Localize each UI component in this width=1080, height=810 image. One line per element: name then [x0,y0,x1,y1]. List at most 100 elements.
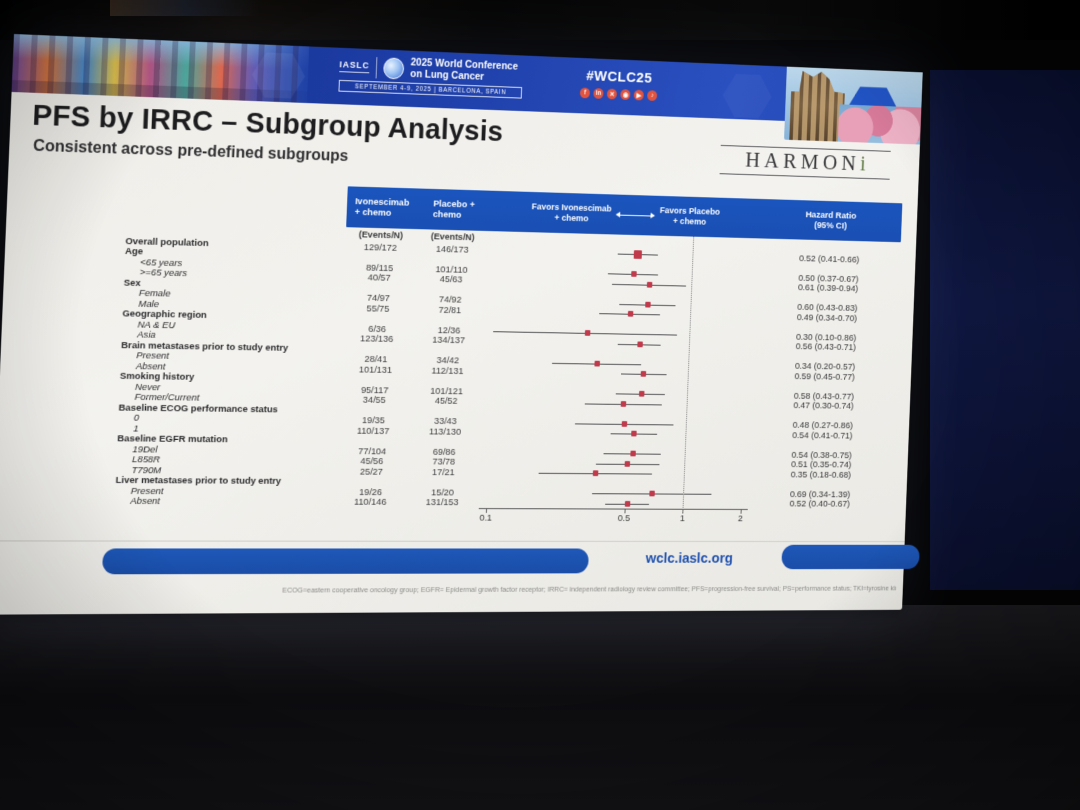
placebo-events: 72/81 [438,304,462,316]
ceiling-light-leak [110,0,260,16]
favors-header: Favors Ivonescimab + chemo Favors Placebo… [490,191,760,239]
placebo-events [411,350,485,351]
double-arrow-icon [616,214,655,217]
social-icons-row: f in ✕ ◉ ▶ ♪ [579,87,658,101]
placebo-events: 146/173 [435,243,469,256]
hr-marker [637,341,644,348]
ivonescimab-events [345,257,415,259]
hr-marker [638,391,645,397]
hazard-ratio-value [753,386,896,388]
hazard-ratio-value [750,445,893,446]
harmoni-study-logo: HARMONi [719,144,891,180]
placebo-events: 131/153 [425,497,459,509]
photo-collage [784,66,923,145]
x-icon: ✕ [606,88,618,100]
divider [375,56,378,79]
ivonescimab-events [340,380,410,381]
hr-marker [630,430,637,437]
hr-marker [640,371,647,377]
ivonescimab-events [342,318,412,319]
placebo-events [408,442,482,443]
footer-bar-left [101,548,589,575]
hr-marker [594,360,601,367]
instagram-icon: ◉ [620,89,631,100]
presentation-slide: IASLC 2025 World Conference on Lung Canc… [0,34,923,615]
hazard-ratio-value: 0.52 (0.40-0.67) [789,499,851,510]
favors-right-label: Favors Placebo + chemo [659,205,721,227]
hr-marker [620,400,626,407]
hexagon-outline-icon [722,72,773,121]
conference-url: wclc.iaslc.org [645,550,734,567]
row-label: Absent [130,496,161,508]
axis-tick-label: 0.1 [479,512,493,524]
label-column-header [117,179,348,227]
hr-marker [630,271,637,278]
ivonescimab-events: 110/137 [356,425,390,437]
axis-tick-label: 0.5 [617,513,631,524]
conference-logo-block: IASLC 2025 World Conference on Lung Canc… [338,55,570,101]
ivonescimab-events: 34/55 [362,395,386,407]
placebo-events: 17/21 [431,467,455,478]
conference-title: 2025 World Conference on Lung Cancer [410,56,519,83]
hazard-ratio-value: 0.35 (0.18-0.68) [790,469,852,481]
hr-marker [633,249,642,259]
pink-blossoms-image [837,104,922,145]
placebo-events [410,381,484,382]
placebo-column-header: Placebo + chemo [432,198,476,221]
hr-marker [647,281,653,288]
ivonescimab-events [337,441,407,442]
iaslc-logo: IASLC [339,59,370,74]
conference-hashtag: #WCLC25 [585,67,653,87]
footer-bar-right [781,544,920,570]
ivonescimab-events [341,349,411,350]
hr-marker [621,420,627,427]
hazard-ratio-value [754,356,897,358]
abbreviations-footnote: ECOG=eastern cooperative oncology group;… [282,583,897,595]
music-icon: ♪ [647,90,658,101]
ivonescimab-events: 40/57 [367,272,391,284]
hr-marker [584,330,591,337]
hazard-ratio-value: 0.59 (0.45-0.77) [794,371,855,383]
hr-marker [649,490,655,497]
forest-tbody: Overall population 129/172 146/173 0.52 (0.… [105,236,901,510]
events-n-label: (Events/N) [358,229,404,242]
ivonescimab-events [344,288,414,290]
hr-marker [592,470,599,477]
hr-marker [645,301,651,308]
ivonescimab-events: 123/136 [359,333,394,346]
hr-marker [624,460,631,467]
placebo-events: 45/52 [434,396,458,407]
placebo-events: 112/131 [431,365,464,377]
hashtag-block: #WCLC25 f in ✕ ◉ ▶ ♪ [579,67,658,101]
hazard-ratio-value: 0.54 (0.41-0.71) [792,430,853,442]
placebo-events: 45/63 [439,274,463,286]
ivonescimab-events: 129/172 [363,242,398,254]
ivonescimab-events: 110/146 [353,497,387,508]
hazard-ratio-value [751,415,894,417]
facebook-icon: f [579,87,591,99]
ivonescimab-events: 101/131 [358,364,393,376]
hr-marker [627,311,634,317]
forest-plot-table: Ivonescimab + chemo Placebo + chemo Favors… [104,179,903,526]
favors-left-label: Favors Ivonescimab + chemo [531,201,612,224]
hazard-ratio-value [757,267,900,271]
placebo-events: 134/137 [432,335,466,347]
placebo-events: 113/130 [428,426,462,438]
placebo-events [414,289,488,291]
room-wall [930,70,1080,590]
globe-icon [383,56,405,80]
ivonescimab-events [339,410,409,411]
room-floor [0,605,1080,810]
hazard-ratio-column-header: Hazard Ratio (95% CI) [805,209,857,232]
placebo-events [409,411,483,412]
axis-tick-label: 1 [679,513,686,524]
ivonescimab-events: 25/27 [359,466,384,478]
placebo-events [412,320,486,321]
hazard-ratio-value: 0.47 (0.30-0.74) [793,400,854,412]
youtube-icon: ▶ [633,89,644,101]
hazard-ratio-axis: 0.1 0.5 1 2 [478,508,748,526]
footer-divider [0,540,905,543]
hazard-ratio-value [755,326,898,329]
axis-tick-label: 2 [737,513,743,525]
hazard-ratio-value [749,484,892,485]
